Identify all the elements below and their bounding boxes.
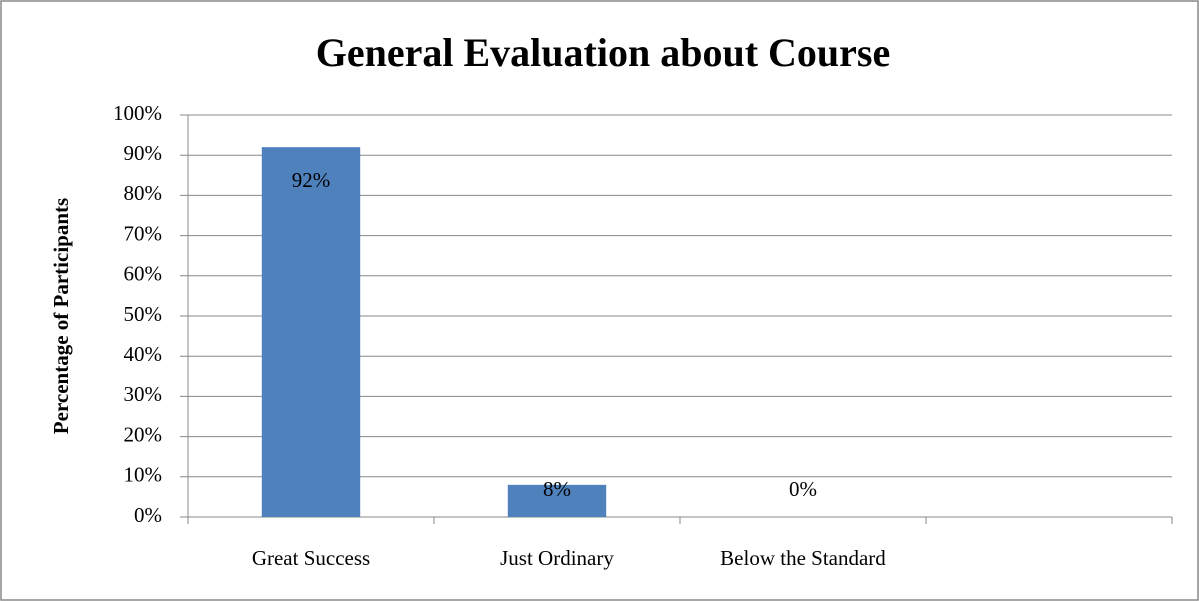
y-tick-label: 100%	[113, 101, 162, 125]
bar	[507, 484, 607, 517]
x-tick-label: Below the Standard	[720, 546, 886, 570]
y-tick-label: 60%	[124, 262, 163, 286]
y-tick-label: 30%	[124, 382, 163, 406]
y-tick-label: 80%	[124, 181, 163, 205]
y-tick-label: 20%	[124, 422, 163, 446]
chart-title: General Evaluation about Course	[316, 30, 890, 75]
x-tick-label: Just Ordinary	[500, 546, 614, 570]
data-label: 0%	[789, 477, 817, 501]
y-tick-label: 90%	[124, 141, 163, 165]
x-tick-label: Great Success	[252, 546, 370, 570]
y-tick-label: 40%	[124, 342, 163, 366]
y-tick-label: 50%	[124, 302, 163, 326]
bar	[261, 147, 361, 517]
y-tick-label: 0%	[134, 503, 162, 527]
data-label: 8%	[543, 477, 571, 501]
y-tick-label: 10%	[124, 463, 163, 487]
data-label: 92%	[292, 168, 331, 192]
y-tick-label: 70%	[124, 221, 163, 245]
y-axis-label: Percentage of Participants	[49, 198, 73, 434]
